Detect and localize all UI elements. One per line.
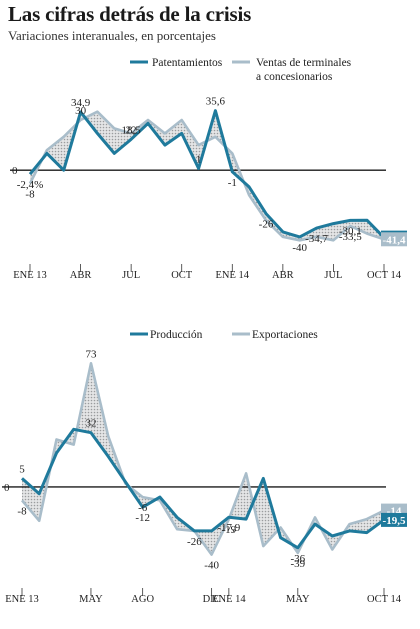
chart2-tick-label: MAY	[79, 594, 103, 605]
chart2-data-label: -12	[135, 512, 150, 524]
chart2-data-label: 73	[85, 348, 97, 360]
chart1-tick-label: ENE 14	[216, 270, 250, 281]
chart2-data-label: -6	[138, 502, 148, 514]
chart2-zero-label: 0	[4, 482, 10, 494]
chart2-series-1-line	[21, 427, 385, 550]
chart2-end-label-box	[381, 512, 407, 527]
chart1-tick-label: OCT	[171, 270, 193, 281]
chart2-data-label: -36	[290, 553, 305, 565]
chart1-series-1-line	[28, 109, 386, 239]
chart2-data-label: -40	[204, 560, 219, 572]
chart1-tick-label: ABR	[272, 270, 294, 281]
chart1-tick-label: JUL	[122, 270, 140, 281]
chart2-data-label: 32	[85, 418, 96, 430]
chart2-data-label: -19	[222, 524, 237, 536]
chart1-data-label: 18,5	[122, 124, 142, 136]
chart2-end-label: -19,5	[383, 515, 406, 527]
chart2-legend-label: Producción	[150, 329, 203, 341]
chart2-data-label: -17,9	[217, 522, 240, 534]
chart1-data-label: -33,5	[339, 231, 362, 243]
chart2-data-label: -26	[187, 536, 202, 548]
chart2-area	[22, 363, 384, 555]
chart1-data-label: -1	[228, 177, 237, 189]
chart1-tick-label: OCT 14	[367, 270, 402, 281]
chart2-data-label: -39	[290, 558, 305, 570]
chart1-series-2-line	[28, 110, 385, 242]
chart1-data-label: -8	[25, 189, 35, 201]
page-title: Las cifras detrás de la crisis	[8, 2, 252, 26]
chart1-data-label: 1	[196, 153, 202, 165]
chart2-series-2-line	[21, 362, 385, 556]
chart2-tick-label: ENE 14	[212, 594, 246, 605]
chart2-legend-label: Exportaciones	[252, 329, 318, 341]
chart1-data-label: -26	[259, 219, 274, 231]
chart1-end-label: -41,4	[383, 234, 406, 246]
chart1-end-label-box	[381, 232, 407, 247]
chart1-data-label: 30	[75, 105, 87, 117]
chart1-data-label: 35,6	[206, 96, 226, 108]
chart1-data-label: -34,7	[305, 233, 328, 245]
chart2-data-label: 5	[19, 463, 25, 475]
chart2-tick-label: AGO	[131, 594, 154, 605]
chart2-tick-label: MAY	[286, 594, 310, 605]
chart1-legend-label-cont: a concesionarios	[256, 71, 333, 83]
chart1-legend-label: Patentamientos	[152, 57, 223, 69]
chart1-data-label: 22	[126, 124, 137, 136]
chart1-legend-label: Ventas de terminales	[256, 57, 352, 69]
chart1-data-label: -40	[292, 242, 307, 254]
chart1-tick-label: JUL	[324, 270, 342, 281]
chart1-zero-label: 0	[12, 165, 18, 177]
chart1-data-label: 34,9	[71, 97, 91, 109]
chart2-tick-label: ENE 13	[5, 594, 39, 605]
chart1-data-label: -30,1	[339, 225, 362, 237]
chart2-tick-label: DIC	[203, 594, 221, 605]
chart1-tick-label: ENE 13	[13, 270, 47, 281]
chart2-tick-label: OCT 14	[367, 594, 402, 605]
chart1-tick-label: ABR	[70, 270, 92, 281]
chart2-data-label: -8	[17, 505, 27, 517]
chart1-data-label: -2,4%	[17, 179, 44, 191]
chart1-area	[30, 110, 384, 241]
page-subtitle: Variaciones interanuales, en porcentajes	[8, 28, 216, 43]
